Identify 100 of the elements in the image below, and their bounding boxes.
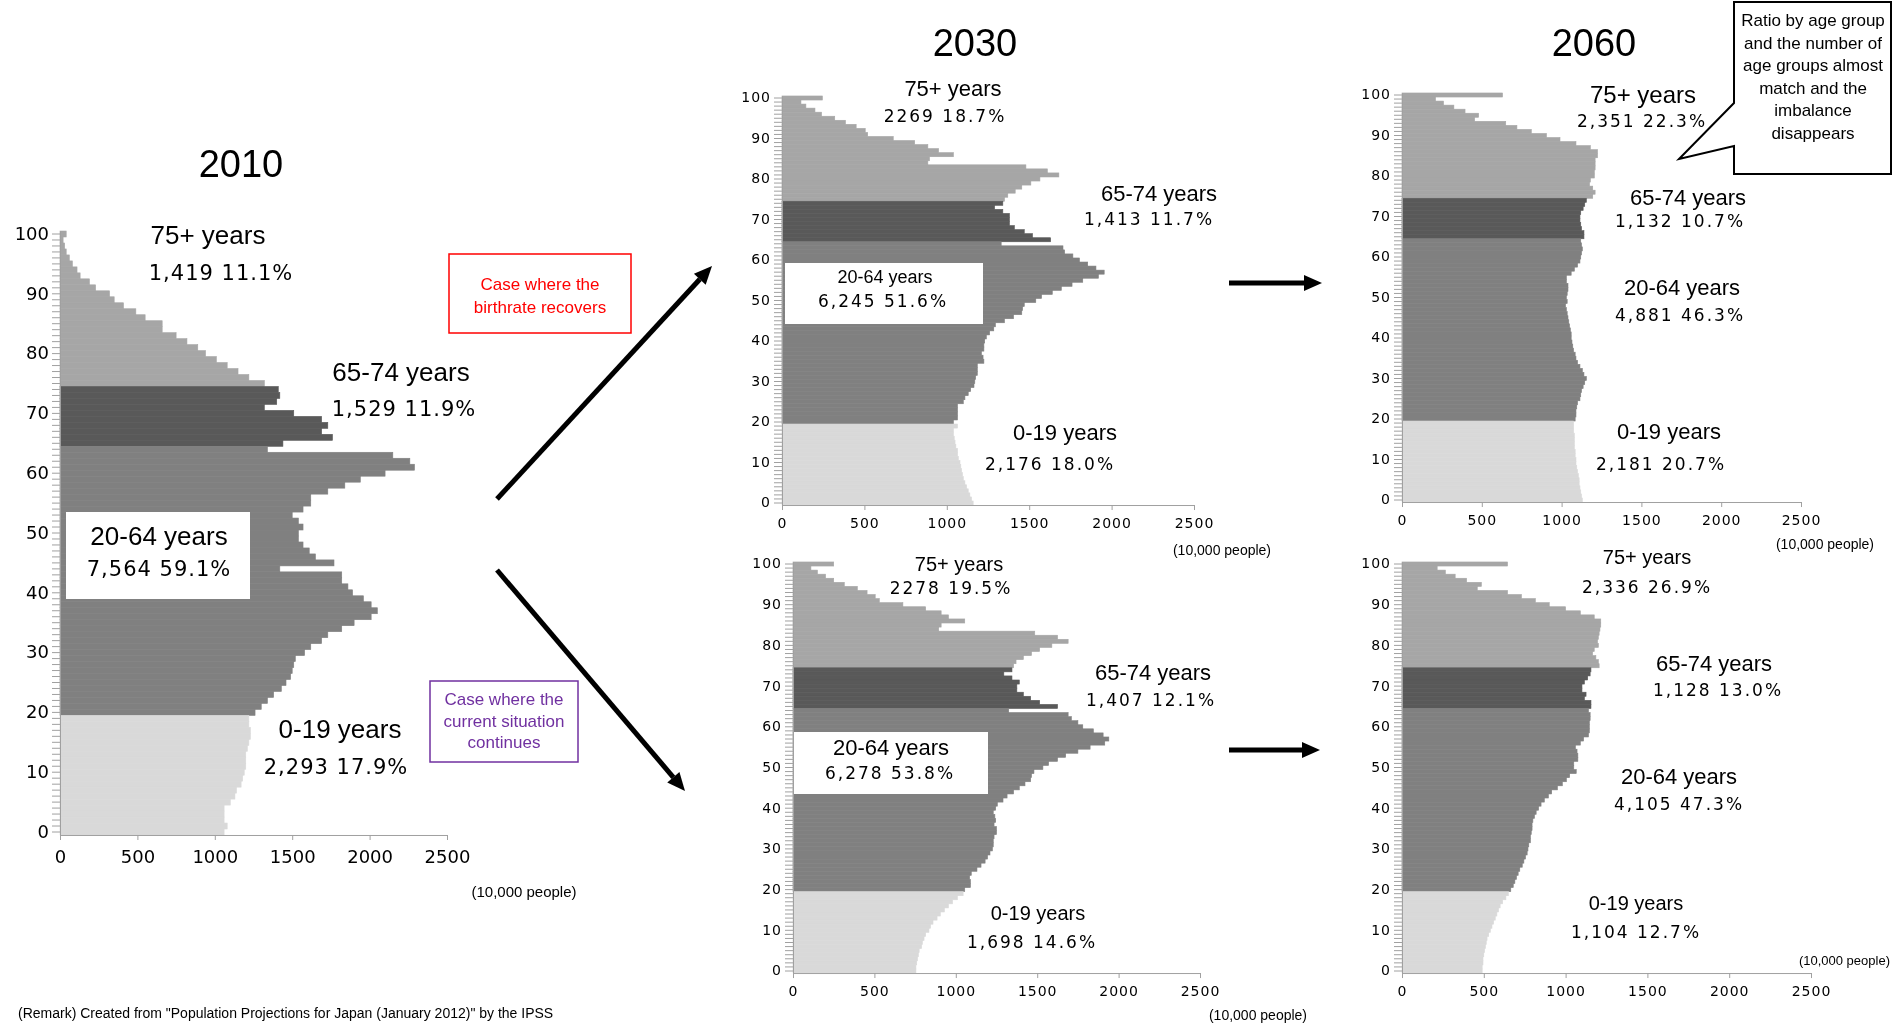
annotation: 6,245 51.6% xyxy=(817,291,949,311)
annotation: 2278 19.5% xyxy=(889,578,1013,598)
y-tick-label: 60 xyxy=(1371,248,1391,265)
x-tick-label: 2000 xyxy=(347,845,394,867)
annotation: 0-19 years xyxy=(1588,892,1684,914)
x-tick-label: 1000 xyxy=(1546,983,1586,1000)
y-tick-label: 40 xyxy=(751,332,771,349)
annotation: 75+ years xyxy=(904,76,1002,101)
x-tick-label: 1000 xyxy=(1542,512,1582,529)
y-tick-label: 80 xyxy=(751,170,771,187)
x-tick-label: 500 xyxy=(860,983,890,1000)
y-tick-label: 60 xyxy=(762,718,782,735)
x-tick-label: 500 xyxy=(1467,512,1498,529)
y-tick-label: 10 xyxy=(1371,921,1391,938)
annotation: 7,564 59.1% xyxy=(86,557,232,581)
annotation: 0-19 years xyxy=(278,714,402,744)
y-tick-label: 70 xyxy=(751,210,771,227)
text: Case where the birthrate recovers xyxy=(473,275,607,317)
y-tick-label: 90 xyxy=(1371,596,1391,613)
y-tick-label: 0 xyxy=(1381,962,1391,979)
x-tick-label: 1500 xyxy=(1622,512,1662,529)
y-tick-label: 20 xyxy=(1371,410,1391,427)
x-tick-label: 1500 xyxy=(269,845,316,867)
x-tick-label: 2000 xyxy=(1709,983,1750,1000)
y-tick-label: 100 xyxy=(1361,86,1391,103)
y-tick-label: 60 xyxy=(1371,718,1391,735)
annotation: 2,293 17.9% xyxy=(263,755,409,779)
chart-title: 2010 xyxy=(198,143,284,185)
annotation: 20-64 years xyxy=(90,521,228,551)
y-tick-label: 100 xyxy=(14,222,49,244)
x-tick-label: 2500 xyxy=(1791,983,1832,1000)
y-tick-label: 30 xyxy=(1371,369,1391,386)
y-tick-label: 100 xyxy=(741,89,771,106)
annotation: 65-74 years xyxy=(1629,185,1747,210)
annotation: 1,407 12.1% xyxy=(1085,690,1217,710)
y-tick-label: 30 xyxy=(26,641,49,663)
y-tick-label: 80 xyxy=(1371,636,1391,653)
y-tick-label: 40 xyxy=(1371,329,1391,346)
y-tick-label: 50 xyxy=(751,291,771,308)
annotation: 20-64 years xyxy=(837,267,933,287)
annotation: 2,176 18.0% xyxy=(984,454,1116,474)
y-tick-label: 50 xyxy=(26,521,49,543)
text: (Remark) Created from "Population Projections for Japan (January 2012)" by the IPSS xyxy=(18,1005,554,1021)
y-tick-label: 90 xyxy=(751,129,771,146)
y-tick-label: 40 xyxy=(762,799,782,816)
annotation: 0-19 years xyxy=(1013,420,1117,445)
annotation: 1,104 12.7% xyxy=(1570,922,1702,942)
annotation: 1,698 14.6% xyxy=(966,932,1098,952)
y-tick-label: 20 xyxy=(1371,881,1391,898)
annotation: 65-74 years xyxy=(1094,660,1212,685)
x-tick-label: 1000 xyxy=(192,845,239,867)
x-axis-title: (10,000 people) xyxy=(1172,542,1272,558)
annotation: Case where the current situation continues xyxy=(443,690,565,752)
y-tick-label: 40 xyxy=(1371,799,1391,816)
annotation: 2,351 22.3% xyxy=(1576,111,1708,131)
x-tick-label: 1000 xyxy=(936,983,977,1000)
y-tick-label: 50 xyxy=(1371,758,1391,775)
x-tick-label: 2500 xyxy=(1174,515,1215,532)
annotation: 4,881 46.3% xyxy=(1614,305,1746,325)
y-tick-label: 50 xyxy=(762,758,782,775)
y-tick-label: 20 xyxy=(762,881,782,898)
chart-title: 2060 xyxy=(1551,22,1637,64)
annotation: 6,278 53.8% xyxy=(824,763,956,783)
y-tick-label: 90 xyxy=(26,282,49,304)
annotation: 1,132 10.7% xyxy=(1614,211,1746,231)
y-tick-label: 90 xyxy=(1371,126,1391,143)
y-tick-label: 70 xyxy=(762,677,782,694)
x-tick-label: 1500 xyxy=(1628,983,1668,1000)
y-tick-label: 30 xyxy=(1371,840,1391,857)
x-axis-title: (10,000 people) xyxy=(1798,953,1890,968)
y-tick-label: 30 xyxy=(762,840,782,857)
annotation: 4,105 47.3% xyxy=(1613,794,1745,814)
x-tick-label: 1500 xyxy=(1017,983,1058,1000)
chart-title: 2030 xyxy=(932,22,1018,64)
x-tick-label: 1000 xyxy=(927,515,968,532)
annotation: 75+ years xyxy=(1602,546,1692,568)
y-tick-label: 0 xyxy=(772,962,782,979)
annotation: 65-74 years xyxy=(332,357,470,387)
x-tick-label: 0 xyxy=(788,983,799,1000)
y-tick-label: 10 xyxy=(751,453,771,470)
annotation: 1,413 11.7% xyxy=(1083,209,1215,229)
y-tick-label: 70 xyxy=(1371,677,1391,694)
x-tick-label: 0 xyxy=(1397,512,1408,529)
annotation: 2269 18.7% xyxy=(883,106,1007,126)
annotation: 2,336 26.9% xyxy=(1581,577,1713,597)
y-tick-label: 40 xyxy=(26,581,49,603)
y-tick-label: 30 xyxy=(751,372,771,389)
annotation: Ratio by age group and the number of age groups almost match and the imbalance disappears xyxy=(1741,11,1885,143)
annotation: 20-64 years xyxy=(832,735,950,760)
x-tick-label: 2000 xyxy=(1701,512,1742,529)
x-axis-title: (10,000 people) xyxy=(471,883,577,900)
annotation: 65-74 years xyxy=(1100,181,1218,206)
x-axis-title: (10,000 people) xyxy=(1775,536,1875,552)
x-tick-label: 2500 xyxy=(1781,512,1822,529)
y-tick-label: 60 xyxy=(26,461,49,483)
y-tick-label: 70 xyxy=(26,402,49,424)
y-tick-label: 10 xyxy=(26,760,49,782)
x-axis-title: (10,000 people) xyxy=(1208,1007,1308,1023)
annotation: 75+ years xyxy=(1589,81,1697,108)
x-tick-label: 500 xyxy=(120,845,156,867)
